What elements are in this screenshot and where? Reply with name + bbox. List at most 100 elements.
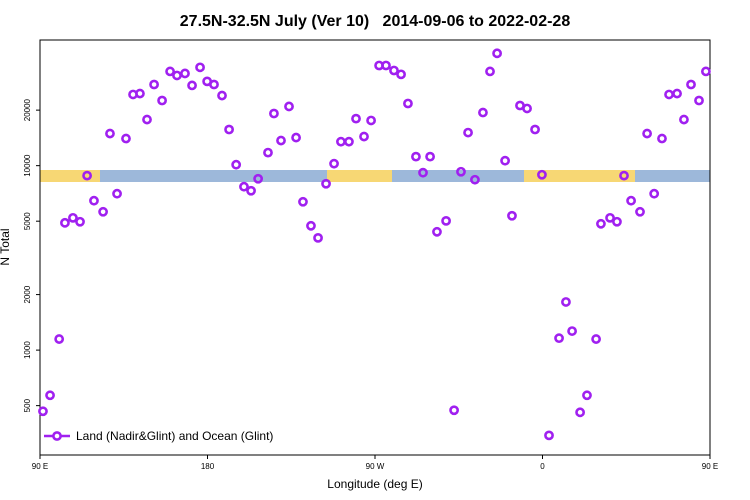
point [253, 173, 264, 184]
point [276, 135, 286, 146]
point [507, 210, 517, 221]
point [679, 114, 689, 125]
point [554, 333, 564, 344]
point [432, 226, 442, 237]
point [522, 103, 532, 114]
point [321, 178, 331, 189]
chart-title: 27.5N-32.5N July (Ver 10) 2014-09-06 to … [180, 13, 571, 30]
point [425, 151, 435, 162]
x-tick-label: 180 [201, 462, 215, 471]
point [642, 128, 652, 139]
point [195, 62, 205, 73]
point [701, 66, 711, 77]
point [403, 98, 413, 109]
point [441, 215, 451, 226]
ocean-band [100, 170, 327, 182]
point [306, 220, 316, 231]
point [485, 66, 495, 77]
point [284, 101, 294, 112]
point [612, 216, 622, 227]
point [239, 181, 249, 192]
point [626, 195, 636, 206]
x-tick-label: 90 E [702, 462, 718, 471]
point [389, 65, 399, 76]
point [165, 66, 175, 77]
point [359, 131, 369, 142]
point [209, 79, 219, 90]
point [567, 326, 577, 336]
point [366, 115, 376, 126]
point [142, 114, 152, 125]
ocean-band [635, 170, 710, 182]
point [172, 70, 182, 81]
ocean-band [392, 170, 524, 182]
legend-label: Land (Nadir&Glint) and Ocean (Glint) [76, 429, 273, 443]
y-tick-label: 5000 [23, 212, 32, 230]
point [657, 133, 667, 144]
point [105, 128, 115, 139]
point [635, 206, 645, 217]
point [582, 390, 592, 401]
point [121, 133, 131, 144]
point [263, 147, 273, 158]
point [157, 95, 167, 106]
x-axis-label: Longitude (deg E) [327, 477, 422, 491]
y-tick-label: 20000 [23, 98, 32, 121]
point [449, 405, 459, 416]
point [537, 169, 547, 180]
point [329, 158, 339, 169]
point [575, 407, 585, 418]
point [217, 90, 227, 101]
point [463, 127, 473, 138]
point [478, 107, 488, 118]
legend-marker [52, 431, 62, 441]
point [530, 124, 540, 135]
point [694, 95, 704, 106]
point [135, 88, 145, 99]
point [672, 88, 682, 99]
point [344, 136, 354, 147]
point [351, 113, 361, 124]
point [336, 136, 346, 147]
point [149, 79, 159, 90]
point [38, 406, 48, 417]
point [456, 166, 466, 177]
point [231, 159, 242, 170]
point [619, 170, 629, 181]
point [291, 132, 301, 143]
point [544, 430, 554, 441]
land-ocean-strip [40, 170, 710, 182]
point [500, 155, 510, 166]
point [68, 212, 78, 223]
plot-frame [39, 39, 711, 456]
point [313, 232, 323, 243]
y-tick-label: 500 [23, 398, 32, 412]
point [246, 185, 256, 196]
y-axis-label: N Total [0, 228, 12, 265]
point [45, 390, 55, 401]
point [649, 188, 660, 199]
point [60, 217, 70, 228]
point [187, 80, 197, 91]
point [75, 216, 85, 227]
x-tick-label: 0 [540, 462, 545, 471]
point [591, 334, 601, 344]
x-tick-label: 90 E [32, 462, 48, 471]
point [54, 334, 65, 344]
point [89, 195, 99, 206]
point [664, 89, 674, 100]
point [180, 68, 190, 79]
point [605, 212, 615, 223]
point [418, 167, 428, 178]
point [298, 196, 308, 207]
point [224, 124, 234, 135]
x-tick-label: 90 W [366, 462, 385, 471]
point [269, 108, 279, 119]
point [112, 188, 122, 199]
point [492, 48, 502, 59]
point [470, 174, 480, 185]
y-tick-label: 2000 [23, 285, 32, 303]
point [596, 218, 606, 229]
point [82, 170, 92, 181]
